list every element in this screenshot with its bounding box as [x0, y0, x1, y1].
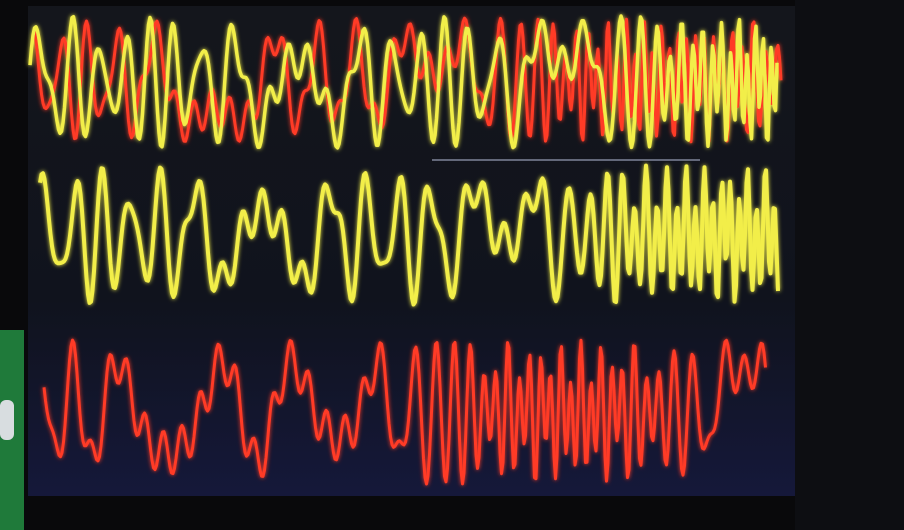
waveforms: [28, 14, 783, 486]
board-part: [0, 400, 14, 440]
red-wave-bottom: [42, 338, 767, 486]
red-wave-top: [32, 16, 783, 144]
yellow-wave-middle: [38, 163, 780, 307]
bezel-right: [795, 0, 904, 530]
yellow-wave-top: [28, 14, 779, 150]
